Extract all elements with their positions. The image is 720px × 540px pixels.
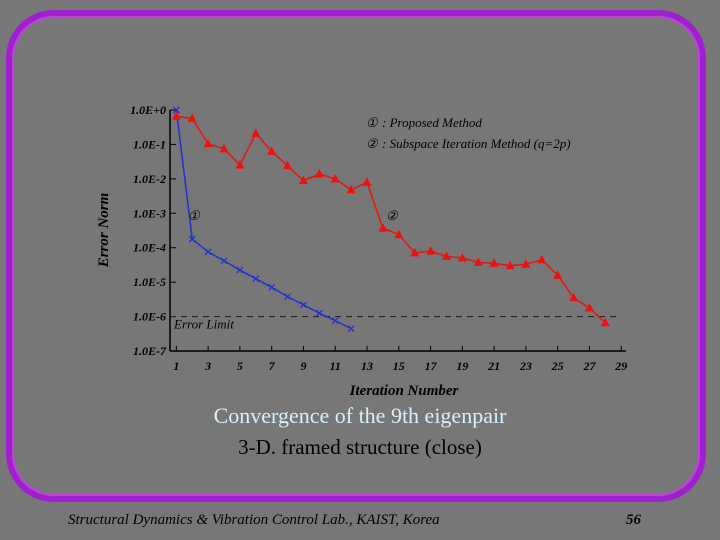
error-limit-group: Error Limit bbox=[170, 317, 620, 332]
y-tick-label: 1.0E-7 bbox=[133, 344, 167, 358]
series-1-point bbox=[205, 249, 211, 255]
series-2-point bbox=[363, 177, 372, 186]
series-2-annotation: ② bbox=[386, 208, 399, 223]
series-1-point bbox=[269, 284, 275, 290]
x-tick-label: 9 bbox=[300, 359, 306, 373]
legend-marker-1: ① bbox=[366, 115, 379, 130]
x-tick-label: 25 bbox=[551, 359, 564, 373]
series-1-point bbox=[237, 267, 243, 273]
series-2-point bbox=[426, 246, 435, 255]
y-tick-label: 1.0E-1 bbox=[133, 137, 166, 151]
x-tick-label: 21 bbox=[487, 359, 500, 373]
legend-text-1: : Proposed Method bbox=[382, 115, 482, 130]
y-tick-label: 1.0E-2 bbox=[133, 172, 166, 186]
series-2-point bbox=[585, 303, 594, 312]
x-tick-label: 3 bbox=[204, 359, 211, 373]
x-tick-label: 7 bbox=[269, 359, 276, 373]
x-tick-label: 27 bbox=[582, 359, 596, 373]
y-tick-label: 1.0E-4 bbox=[133, 241, 166, 255]
y-axis-label: Error Norm bbox=[96, 193, 112, 269]
series-2-point bbox=[251, 128, 260, 137]
x-tick-label: 1 bbox=[173, 359, 179, 373]
error-limit-label: Error Limit bbox=[173, 317, 234, 332]
x-tick-label: 29 bbox=[614, 359, 627, 373]
series-1-point bbox=[253, 276, 259, 282]
legend-text-2: : Subspace Iteration Method (q=2p) bbox=[382, 136, 571, 151]
x-tick-label: 11 bbox=[330, 359, 341, 373]
x-axis-label: Iteration Number bbox=[349, 383, 459, 399]
series-2-point bbox=[315, 169, 324, 178]
x-tick-label: 13 bbox=[361, 359, 373, 373]
series-1-point bbox=[332, 318, 338, 324]
series-2-point bbox=[537, 255, 546, 264]
slide-title: Convergence of the 9th eigenpair bbox=[0, 403, 720, 429]
y-tick-label: 1.0E-5 bbox=[133, 275, 166, 289]
footer-lab-name: Structural Dynamics & Vibration Control … bbox=[68, 512, 440, 529]
page-number: 56 bbox=[626, 512, 641, 529]
series-1-point bbox=[348, 326, 354, 332]
legend: ① : Proposed Method ② : Subspace Iterati… bbox=[366, 115, 571, 151]
series-2-point bbox=[378, 223, 387, 232]
y-tick-label: 1.0E+0 bbox=[130, 103, 166, 117]
series-1-point bbox=[316, 310, 322, 316]
x-tick-label: 23 bbox=[519, 359, 532, 373]
y-tick-label: 1.0E-6 bbox=[133, 310, 166, 324]
series-1-point bbox=[300, 302, 306, 308]
y-tick-label: 1.0E-3 bbox=[133, 206, 166, 220]
x-tick-label: 17 bbox=[425, 359, 438, 373]
x-tick-label: 19 bbox=[456, 359, 468, 373]
x-tick-label: 15 bbox=[393, 359, 405, 373]
legend-marker-2: ② bbox=[366, 136, 379, 151]
series-1-point bbox=[285, 294, 291, 300]
series-1-annotation: ① bbox=[188, 208, 201, 223]
slide-subtitle: 3-D. framed structure (close) bbox=[0, 435, 720, 460]
series-1-point bbox=[221, 258, 227, 264]
x-tick-label: 5 bbox=[237, 359, 243, 373]
